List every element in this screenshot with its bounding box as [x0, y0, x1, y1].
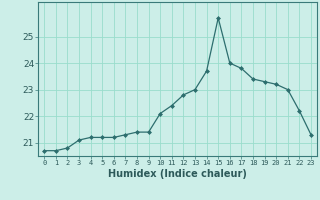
X-axis label: Humidex (Indice chaleur): Humidex (Indice chaleur) [108, 169, 247, 179]
